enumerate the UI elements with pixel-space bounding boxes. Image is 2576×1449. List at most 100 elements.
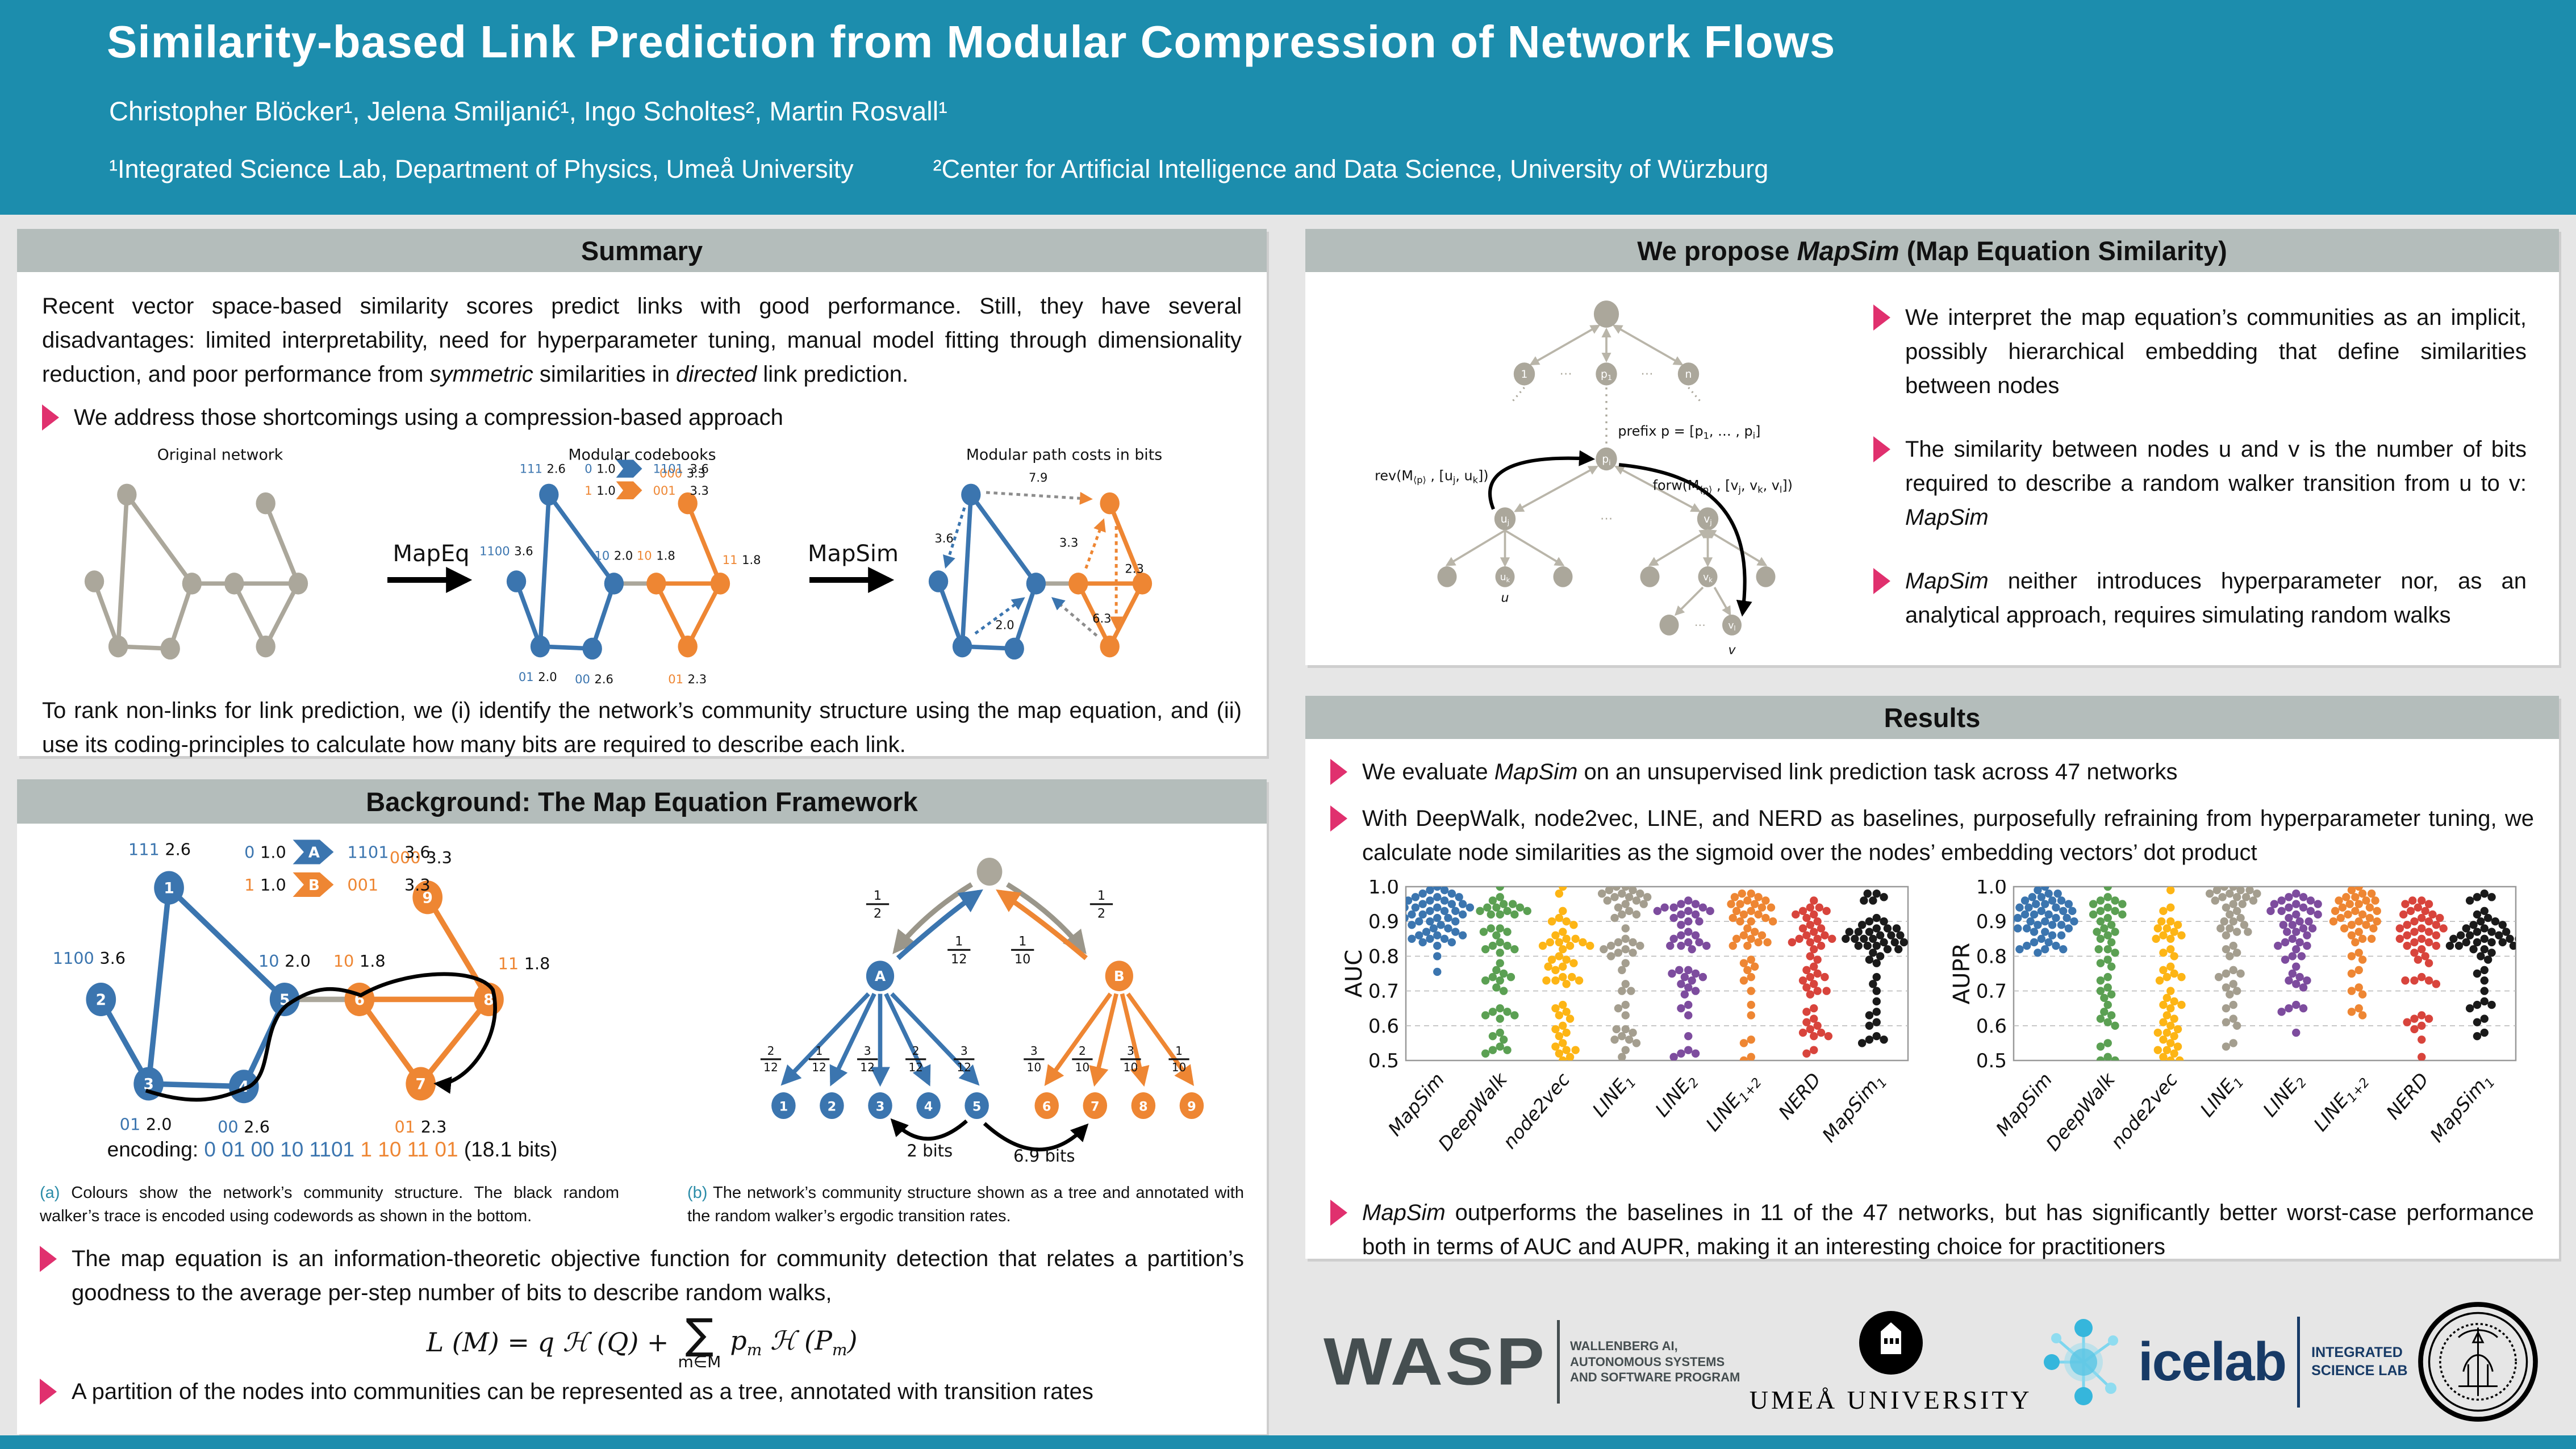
icelab-wordmark: icelab (2138, 1331, 2287, 1392)
svg-text:3.3: 3.3 (690, 484, 708, 498)
svg-text:9: 9 (1187, 1100, 1196, 1114)
svg-text:1: 1 (1018, 934, 1026, 949)
results-r1-italic: MapSim (1494, 759, 1578, 784)
mapsim-bullet-2: The similarity between nodes u and v is … (1873, 432, 2527, 534)
svg-text:01: 01 (518, 670, 533, 683)
svg-text:node2vec: node2vec (2106, 1068, 2182, 1153)
svg-text:NERD: NERD (1774, 1068, 1825, 1124)
svg-text:2.0: 2.0 (613, 549, 632, 562)
svg-text:LINE2​: LINE2​ (2258, 1068, 2309, 1123)
svg-text:0.9: 0.9 (1976, 911, 2006, 933)
results-r3b: outperforms the baselines in 11 of the 4… (1362, 1200, 2534, 1259)
bullet-triangle-icon (40, 1379, 57, 1405)
svg-text:1.0: 1.0 (260, 842, 286, 862)
svg-text:9: 9 (423, 890, 433, 907)
network-graph (506, 483, 730, 660)
figure-captions: (a) Colours show the network’s community… (40, 1181, 1244, 1228)
wasp-tagline: WALLENBERG AI, AUTONOMOUS SYSTEMS AND SO… (1570, 1338, 1740, 1385)
svg-text:3.6: 3.6 (934, 532, 953, 545)
wasp-tagline-1: WALLENBERG AI, (1569, 1339, 1678, 1354)
svg-text:001: 001 (653, 484, 675, 498)
formula-h: ℋ (P (762, 1325, 832, 1356)
svg-text:n: n (1685, 369, 1692, 381)
svg-text:forw(M⟨p⟩​ , [vj​, vk​, vl​]): forw(M⟨p⟩​ , [vj​, vk​, vl​]) (1653, 477, 1793, 495)
svg-text:5: 5 (972, 1100, 982, 1114)
svg-text:2: 2 (767, 1044, 775, 1058)
svg-text:B: B (308, 877, 320, 894)
svg-text:⋯: ⋯ (1600, 511, 1613, 526)
aupr-beeswarm-chart: 1.00.90.80.70.60.5AUPRMapSimDeepWalknode… (1949, 880, 2516, 1155)
svg-text:10: 10 (1027, 1060, 1042, 1074)
svg-text:1.0: 1.0 (1368, 880, 1398, 899)
affiliation-1: ¹Integrated Science Lab, Department of P… (109, 154, 854, 183)
svg-text:12: 12 (812, 1060, 826, 1074)
formula-lhs: L (M) = q ℋ (Q) + (426, 1327, 669, 1358)
svg-text:2.6: 2.6 (165, 840, 191, 859)
summary-intro: Recent vector space-based similarity sco… (42, 289, 1242, 391)
wasp-tagline-3: AND SOFTWARE PROGRAM (1569, 1370, 1740, 1385)
svg-text:u: u (1501, 591, 1509, 606)
svg-text:2.0: 2.0 (995, 619, 1014, 632)
svg-text:MapEq: MapEq (393, 541, 469, 567)
svg-text:8: 8 (1139, 1100, 1148, 1114)
summary-figure: Original network MapEq Modular codebooks 11… (42, 445, 1242, 683)
svg-text:3: 3 (876, 1100, 885, 1114)
mapsim-hierarchy-figure: 1 ⋯ p1​ ⋯ n prefix p = [p1​, … , pi​] pi​ uj​ ⋯ v… (1375, 300, 1793, 657)
svg-text:10: 10 (1172, 1060, 1187, 1074)
svg-text:rev(M⟨p⟩​ , [uj​, uk​]): rev(M⟨p⟩​ , [uj​, uk​]) (1375, 467, 1488, 485)
svg-text:B: B (1114, 968, 1125, 984)
svg-text:10: 10 (1075, 1060, 1090, 1074)
summary-heading: Summary (581, 235, 703, 266)
map-equation-bullet-text: The map equation is an information-theor… (72, 1246, 1244, 1306)
svg-text:1: 1 (244, 875, 254, 895)
svg-text:00: 00 (218, 1117, 239, 1135)
svg-text:01: 01 (668, 673, 683, 683)
svg-text:uj​: uj​ (1501, 513, 1509, 527)
summary-intro-t1: Recent vector space-based similarity sco… (42, 294, 1242, 387)
icelab-logo: icelab INTEGRATED SCIENCE LAB (2041, 1316, 2408, 1408)
svg-text:MapSim: MapSim (1991, 1068, 2056, 1140)
svg-text:8: 8 (483, 992, 494, 1009)
svg-text:0.5: 0.5 (1368, 1050, 1398, 1072)
svg-text:MapSim: MapSim (808, 541, 899, 567)
wasp-tagline-2: AUTONOMOUS SYSTEMS (1569, 1354, 1725, 1369)
bullet-triangle-icon (1873, 568, 1890, 594)
bullet-triangle-icon (1873, 304, 1890, 331)
svg-text:2: 2 (912, 1044, 920, 1058)
svg-text:AUPR: AUPR (1949, 943, 1975, 1005)
affiliations: ¹Integrated Science Lab, Department of P… (109, 154, 1768, 184)
svg-text:NERD: NERD (2382, 1068, 2433, 1124)
caption-a-tag: (a) (40, 1184, 60, 1202)
svg-text:1: 1 (164, 880, 174, 897)
summary-intro-t2: similarities in (533, 362, 676, 387)
bullet-triangle-icon (1330, 805, 1347, 832)
background-figures: 1 2 3 4 5 6 7 8 9 111 2.6 1100 3.6 01 2.0 00 2.6 10 2.0 10 1… (40, 836, 1244, 1167)
svg-text:12: 12 (763, 1060, 778, 1074)
mapsim-bullet-3-italic: MapSim (1905, 569, 1989, 594)
results-bullet-3: MapSim outperforms the baselines in 11 o… (1330, 1196, 2534, 1264)
mapsim-bullet-3b: neither introduces hyperparameter nor, a… (1905, 569, 2527, 628)
svg-text:LINE1​: LINE1​ (2195, 1068, 2247, 1123)
svg-text:12: 12 (908, 1060, 923, 1074)
network-graph (928, 483, 1152, 660)
svg-text:7: 7 (1091, 1100, 1100, 1114)
formula-sub-m2: m (832, 1341, 847, 1360)
svg-text:MapSim1​: MapSim1​ (1818, 1068, 1890, 1148)
svg-text:Modular codebooks: Modular codebooks (568, 446, 716, 464)
svg-text:A: A (308, 844, 320, 861)
results-box: We evaluate MapSim on an unsupervised li… (1305, 739, 2559, 1259)
svg-text:⋯: ⋯ (1640, 366, 1653, 381)
encoding-line: encoding: 0 01 00 10 1101 1 10 11 01 (18… (107, 1138, 558, 1162)
svg-text:2.3: 2.3 (687, 673, 706, 683)
results-bullet-1: We evaluate MapSim on an unsupervised li… (1330, 755, 2534, 789)
icelab-tagline: INTEGRATED SCIENCE LAB (2311, 1344, 2407, 1380)
svg-text:12: 12 (860, 1060, 875, 1074)
mapeq-arrow: MapEq (387, 541, 472, 593)
svg-text:01: 01 (395, 1117, 416, 1135)
mapsim-heading: We propose MapSim (Map Equation Similari… (1637, 235, 2227, 266)
bullet-triangle-icon (42, 404, 59, 431)
svg-text:1: 1 (955, 934, 963, 949)
logos-row: WASP WALLENBERG AI, AUTONOMOUS SYSTEMS A… (1324, 1295, 2539, 1429)
